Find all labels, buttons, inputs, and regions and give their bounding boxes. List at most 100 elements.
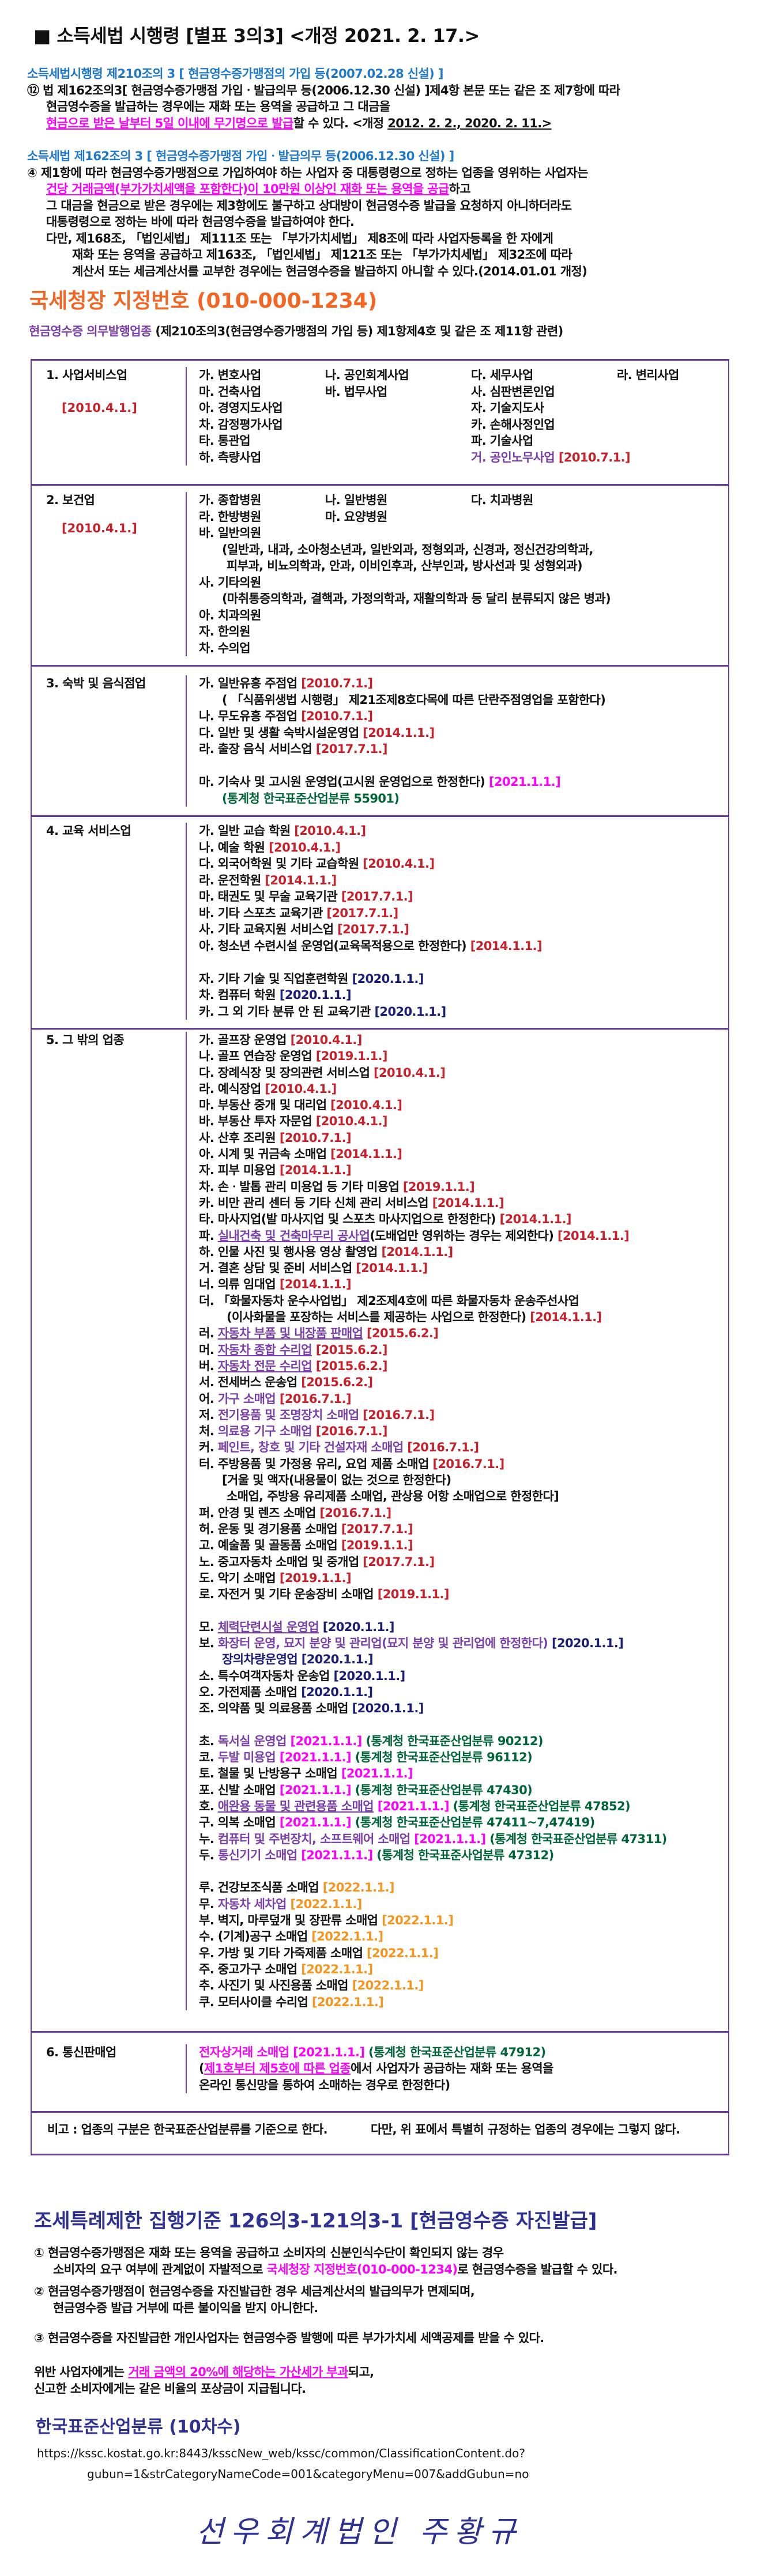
text-segment: 화장터 운영, 묘지 분양 및 관리업(묘지 분양 및 관리업에 한정한다) xyxy=(217,1636,548,1650)
text-line: ④ 제1항에 따라 현금영수증가맹점으로 가입하여야 하는 사업자 중 대통령령… xyxy=(27,165,588,181)
text-line: 가. 일반유흥 주점업 [2010.7.1.] xyxy=(199,675,728,692)
text-line: 차. 손ㆍ발톱 관리 미용업 등 기타 미용업 [2019.1.1.] xyxy=(199,1179,728,1195)
text-segment: 가. 일반유흥 주점업 xyxy=(199,676,302,690)
text-segment: (도배업만 영위하는 경우는 제외한다) xyxy=(370,1228,557,1243)
text-segment: [2021.1.1.] xyxy=(297,1848,373,1862)
text-line: 차. 감정평가사업 카. 손해사정인업 xyxy=(199,417,728,433)
text-segment: 나. 공인회계사업 xyxy=(325,368,409,382)
text-segment: [2017.7.1.] xyxy=(341,890,413,903)
text-segment: 어. xyxy=(199,1391,218,1406)
text-segment: 마. 건축사업 xyxy=(199,384,261,399)
text-line: 우. 가방 및 기타 가죽제품 소매업 [2022.1.1.] xyxy=(199,1945,728,1961)
text-line: 사. 기타 교육지원 서비스업 [2017.7.1.] xyxy=(199,921,728,938)
text-segment: 누. xyxy=(199,1832,218,1846)
text-segment: 자동차 종합 수리업 xyxy=(217,1342,312,1357)
text-segment: ( xyxy=(199,2061,205,2076)
table-cell-item: 나. 공인회계사업 xyxy=(325,367,409,384)
industry-category-label: 2. 보건업 xyxy=(46,493,95,507)
text-line: 바. 부동산 투자 자문업 [2010.4.1.] xyxy=(199,1113,728,1129)
table-cell-item: 타. 통관업 xyxy=(199,433,251,449)
text-segment: [2017.7.1.] xyxy=(337,922,409,936)
text-segment: [2010.7.1.] xyxy=(301,709,373,723)
text-line: ① 현금영수증가맹점은 재화 또는 용역을 공급하고 소비자의 신분인식수단이 … xyxy=(34,2245,617,2261)
text-segment: 소. 특수여객자동차 운송업 xyxy=(199,1669,334,1683)
text-segment: 페인트, 창호 및 기타 건설자재 소매업 xyxy=(217,1440,404,1455)
text-segment: [2010.4.1.] xyxy=(315,1114,388,1129)
text-segment: 다만, 제168조, 「법인세법」 제111조 또는 「부가가치세법」 제8조에… xyxy=(46,231,553,245)
self-issuance-heading: 조세특례제한 집행기준 126의3-121의3-1 [현금영수증 자진발급] xyxy=(34,2210,597,2233)
text-segment: 바. 일반의원 xyxy=(199,526,261,540)
text-line: 소. 특수여객자동차 운송업 [2020.1.1.] xyxy=(199,1668,728,1684)
text-line: 파. 실내건축 및 건축마무리 공사업(도배업만 영위하는 경우는 제외한다) … xyxy=(199,1228,728,1244)
text-segment: 너. 의류 임대업 xyxy=(199,1277,280,1292)
effective-date: [2010.4.1.] xyxy=(62,400,137,415)
text-line: 자. 한의원 xyxy=(199,623,728,640)
industry-category-cell: 4. 교육 서비스업 xyxy=(32,823,187,1020)
text-line: 다. 외국어학원 및 기타 교습학원 [2010.4.1.] xyxy=(199,856,728,872)
text-line: ③ 현금영수증을 자진발급한 개인사업자는 현금영수증 발행에 따른 부가가치세… xyxy=(34,2330,544,2347)
text-line: 라. 예식장업 [2010.4.1.] xyxy=(199,1081,728,1097)
text-line: 타. 통관업 파. 기술사업 xyxy=(199,433,728,449)
text-segment: 보. xyxy=(199,1636,218,1650)
text-segment: [2019.1.1.] xyxy=(402,1179,475,1194)
kssc-url-line-2[interactable]: gubun=1&strCategoryNameCode=001&category… xyxy=(87,2467,529,2481)
text-segment: 구. 의복 소매업 xyxy=(199,1815,280,1830)
text-line: 자. 기타 기술 및 직업훈련학원 [2020.1.1.] xyxy=(199,971,728,988)
text-segment: 실내건축 및 건축마무리 공사업 xyxy=(217,1228,370,1243)
text-segment: [2022.1.1.] xyxy=(352,1979,424,1993)
text-segment: 사. 산후 조리원 xyxy=(199,1130,280,1145)
text-line: 구. 의복 소매업 [2021.1.1.] (통계청 한국표준산업분류 4741… xyxy=(199,1814,728,1830)
text-segment: 사. 기타의원 xyxy=(199,575,261,589)
text-segment: (통계청 한국표준산업분류 47912) xyxy=(364,2045,546,2059)
text-line: 사. 산후 조리원 [2010.7.1.] xyxy=(199,1130,728,1146)
text-segment: 자동차 부품 및 내장품 판매업 xyxy=(217,1326,363,1341)
table-cell-item: 가. 변호사업 xyxy=(199,367,261,384)
page-title: ■ 소득세법 시행령 [별표 3의3] <개정 2021. 2. 17.> xyxy=(33,25,480,47)
table-cell-item: 차. 감정평가사업 xyxy=(199,417,283,433)
text-line: 로. 자전거 및 기타 운송장비 소매업 [2019.1.1.] xyxy=(199,1586,728,1602)
text-segment: 루. 건강보조식품 소매업 xyxy=(199,1881,323,1895)
text-segment: [2022.1.1.] xyxy=(382,1913,454,1928)
text-line: (이사화물을 포장하는 서비스를 제공하는 사업으로 한정한다) [2014.1… xyxy=(199,1309,728,1325)
text-segment: 통신기기 소매업 xyxy=(217,1848,297,1862)
text-segment: 서. 전세버스 운송업 xyxy=(199,1375,302,1390)
text-segment: ⑫ 법 제162조의3[ 현금영수증가맹점 가입ㆍ발급의무 등(2006.12.… xyxy=(27,83,620,97)
table-cell-item: 마. 요양병원 xyxy=(325,509,387,525)
text-line: 나. 예술 학원 [2010.4.1.] xyxy=(199,839,728,856)
text-segment: 아. 치과의원 xyxy=(199,608,261,622)
text-segment: (통계청 한국표준산업분류 96112) xyxy=(351,1750,533,1765)
text-segment: 건당 거래금액(부가가치세액을 포함한다)이 10만원 이상인 재화 또는 용역… xyxy=(46,182,449,196)
industry-list-cell: 가. 일반 교습 학원 [2010.4.1.] 나. 예술 학원 [2010.4.… xyxy=(187,823,728,1020)
text-segment: 소득세법시행령 제210조의 3 [ 현금영수증가맹점의 가입 등(2007.0… xyxy=(27,67,443,81)
text-segment: [2019.1.1.] xyxy=(341,1538,413,1553)
text-line: 보. 화장터 운영, 묘지 분양 및 관리업(묘지 분양 및 관리업에 한정한다… xyxy=(199,1635,728,1651)
table-row: 5. 그 밖의 업종 가. 골프장 운영업 [2010.4.1.] 나. 골프 연습… xyxy=(32,1030,728,2033)
text-segment: 자. 피부 미용업 xyxy=(199,1163,280,1178)
text-segment: ④ 제1항에 따라 현금영수증가맹점으로 가입하여야 하는 사업자 중 대통령령… xyxy=(27,165,588,180)
text-segment: 온라인 통신망을 통하여 소매하는 경우로 한정한다) xyxy=(199,2078,450,2092)
enforcement-decree-article-210-3: 소득세법시행령 제210조의 3 [ 현금영수증가맹점의 가입 등(2007.0… xyxy=(27,66,620,131)
text-segment: 마. 요양병원 xyxy=(325,509,387,524)
text-segment: 우. 가방 및 기타 가죽제품 소매업 xyxy=(199,1946,367,1960)
text-line: 어. 가구 소매업 [2016.7.1.] xyxy=(199,1391,728,1407)
text-segment: [2014.1.1.] xyxy=(557,1228,630,1243)
text-segment: [2019.1.1.] xyxy=(279,1571,352,1585)
text-segment: 거. 결혼 상담 및 준비 서비스업 xyxy=(199,1261,356,1276)
text-segment: 카. 손해사정인업 xyxy=(471,417,555,432)
text-segment: 되고, xyxy=(348,2365,374,2379)
text-line: 러. 자동차 부품 및 내장품 판매업 [2015.6.2.] xyxy=(199,1325,728,1341)
text-line: 조. 의약품 및 의료용품 소매업 [2020.1.1.] xyxy=(199,1700,728,1716)
text-segment: 컴퓨터 및 주변장치, 소프트웨어 소매업 xyxy=(217,1832,410,1846)
text-segment: 거래 금액의 20%에 해당하는 가산세가 부과 xyxy=(128,2365,348,2379)
blank-line xyxy=(199,1602,728,1618)
text-line: 소득세법시행령 제210조의 3 [ 현금영수증가맹점의 가입 등(2007.0… xyxy=(27,66,620,82)
text-segment: 아. 시계 및 귀금속 소매업 xyxy=(199,1147,331,1162)
text-line: 피부과, 비뇨의학과, 안과, 이비인후과, 산부인과, 방사선과 및 성형외과… xyxy=(199,558,728,574)
text-line: 가. 골프장 운영업 [2010.4.1.] xyxy=(199,1032,728,1048)
text-segment: ① 현금영수증가맹점은 재화 또는 용역을 공급하고 소비자의 신분인식수단이 … xyxy=(34,2246,504,2260)
text-segment: 쿠. 모터사이클 수리업 xyxy=(199,1995,312,2009)
kssc-link[interactable]: https://kssc.kostat.go.kr:8443/ksscNew_w… xyxy=(37,2443,529,2484)
text-segment: 추. 사진기 및 사진용품 소매업 xyxy=(199,1979,352,1993)
text-segment: 카. 비만 관리 센터 등 기타 신체 관리 서비스업 xyxy=(199,1196,432,1210)
kssc-url-line-1[interactable]: https://kssc.kostat.go.kr:8443/ksscNew_w… xyxy=(37,2446,525,2460)
